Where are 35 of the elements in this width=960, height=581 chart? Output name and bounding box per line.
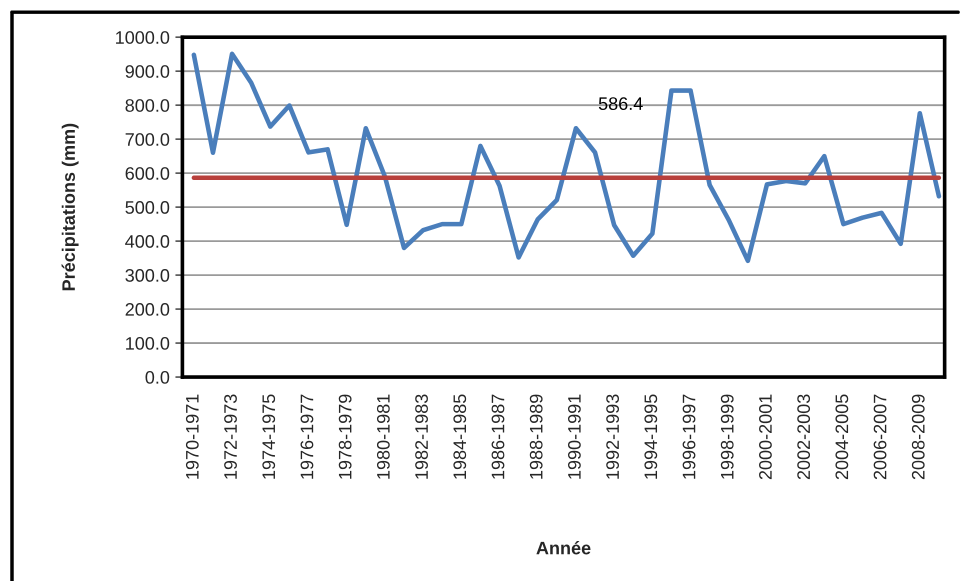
- x-tick-label: 1994-1995: [644, 394, 658, 479]
- x-tick-label: 1998-1999: [720, 394, 734, 479]
- x-tick-label: 1972-1973: [224, 394, 237, 479]
- x-tick-label: 1982-1983: [415, 394, 428, 479]
- x-tick-label: 1986-1987: [492, 394, 504, 479]
- y-tick-label: 300.0: [125, 269, 170, 282]
- x-tick-label: 1992-1993: [606, 394, 619, 479]
- x-tick-label: 1996-1997: [682, 394, 696, 479]
- x-tick-label: 1984-1985: [453, 394, 466, 479]
- y-tick-label: 0.0: [146, 371, 170, 384]
- x-tick-label: 1978-1979: [338, 394, 352, 479]
- x-tick-label: 2002-2003: [797, 394, 810, 480]
- y-tick-label: 1000.0: [116, 31, 170, 44]
- x-tick-label: 2006-2007: [874, 394, 886, 480]
- y-tick-label: 400.0: [125, 235, 170, 248]
- x-tick-label: 1970-1971: [186, 394, 199, 479]
- x-tick-label: 1980-1981: [376, 394, 390, 479]
- line-series: [192, 52, 942, 264]
- x-tick-label: 2004-2005: [835, 394, 848, 480]
- x-tick-label: 1990-1991: [568, 394, 581, 479]
- y-tick-label: 500.0: [125, 201, 170, 214]
- y-tick-label: 600.0: [126, 167, 170, 180]
- y-tick-label: 700.0: [126, 133, 170, 146]
- x-tick-label: 1974-1975: [262, 394, 276, 479]
- x-tick-label: 2008-2009: [912, 394, 925, 480]
- x-tick-label: 1976-1977: [300, 394, 314, 479]
- x-tick-label: 1988-1989: [530, 394, 543, 479]
- annotation: 586.4: [598, 97, 643, 110]
- y-tick-label: 200.0: [126, 303, 170, 316]
- y-axis-title: Précipitations (mm): [62, 124, 79, 290]
- y-tick-label: 100.0: [126, 337, 170, 350]
- y-tick-label: 800.0: [126, 99, 170, 112]
- x-axis-title: Année: [536, 541, 590, 554]
- y-tick-label: 900.0: [126, 65, 170, 78]
- x-tick-label: 2000-2001: [759, 394, 772, 480]
